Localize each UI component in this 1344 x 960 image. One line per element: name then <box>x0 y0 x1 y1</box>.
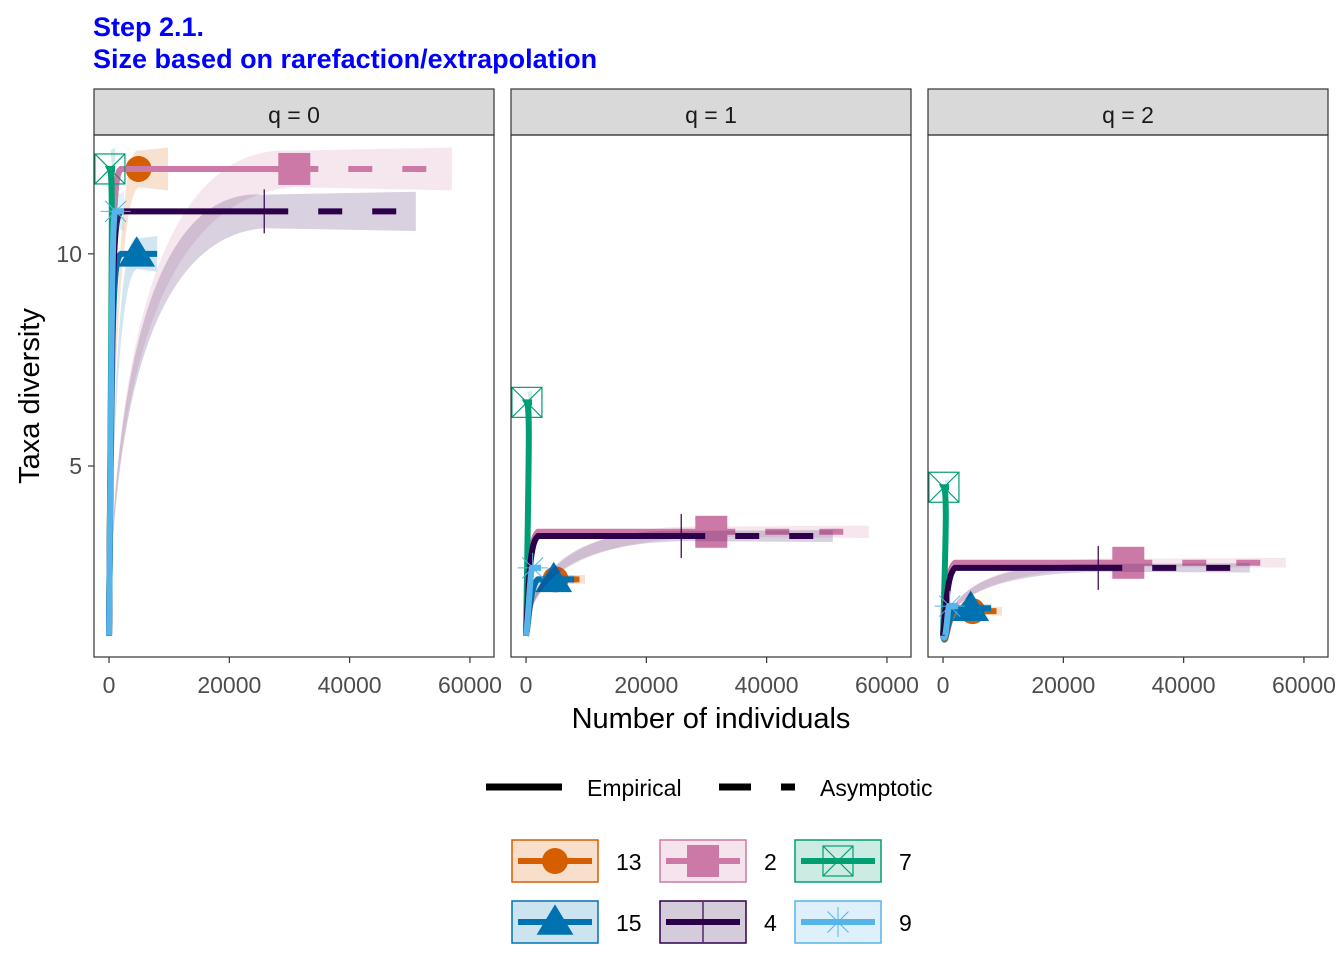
legend-label-15: 15 <box>616 910 642 936</box>
point-15-1 <box>535 561 573 593</box>
point-2-2 <box>1112 546 1145 579</box>
legend-key-marker-13 <box>542 848 568 874</box>
point-7-2 <box>928 471 960 503</box>
legend-key-marker-4 <box>683 902 723 942</box>
legend-label-empirical: Empirical <box>587 775 682 801</box>
point-15-0 <box>118 236 156 267</box>
rarefaction-line-9-0 <box>106 208 118 636</box>
legend-label-asymptotic: Asymptotic <box>820 775 932 801</box>
y-tick-label-1: 10 <box>56 241 82 267</box>
legend-key-marker-7 <box>822 845 854 877</box>
x-tick-label-0-3: 60000 <box>438 672 502 698</box>
point-7-1 <box>511 386 543 418</box>
legend-item-9 <box>794 900 882 944</box>
point-2-0 <box>278 152 311 185</box>
chart-title-line2: Size based on rarefaction/extrapolation <box>93 44 598 74</box>
band-4-2 <box>943 563 1250 636</box>
legend-key-marker-2 <box>687 845 719 877</box>
point-2-1 <box>695 515 728 548</box>
point-4-2 <box>1076 545 1121 590</box>
x-tick-label-0-0: 0 <box>103 672 116 698</box>
panel-border-2 <box>927 134 1329 658</box>
legend-label-9: 9 <box>899 910 912 936</box>
point-15-2 <box>952 590 990 621</box>
legend-label-13: 13 <box>616 849 642 875</box>
x-tick-label-1-2: 40000 <box>735 672 799 698</box>
legend-item-15 <box>511 900 599 944</box>
chart-title-line1: Step 2.1. <box>93 12 205 42</box>
legend-label-4: 4 <box>764 910 777 936</box>
panel-border-0 <box>93 134 495 658</box>
x-tick-label-0-2: 40000 <box>318 672 382 698</box>
legend-item-7 <box>794 839 882 883</box>
band-2-1 <box>526 525 869 636</box>
x-tick-label-1-1: 20000 <box>614 672 678 698</box>
y-axis-title: Taxa diversity <box>14 308 46 484</box>
legend-label-2: 2 <box>764 849 777 875</box>
facet-label-1: q = 1 <box>685 102 737 128</box>
legend-item-2 <box>659 839 747 883</box>
legend-key-marker-15 <box>536 904 574 935</box>
plot-area-1 <box>511 386 869 637</box>
facet-label-2: q = 2 <box>1102 102 1154 128</box>
point-7-0 <box>94 153 126 185</box>
band-4-1 <box>526 530 833 636</box>
legend-item-13 <box>511 839 599 883</box>
x-tick-label-0-1: 20000 <box>197 672 261 698</box>
point-4-1 <box>659 514 704 559</box>
point-9-0 <box>100 196 131 227</box>
plot-area-0 <box>94 147 452 636</box>
facet-strip-2 <box>927 88 1329 136</box>
legend-key-marker-9 <box>823 907 853 937</box>
band-15-0 <box>109 236 158 636</box>
x-tick-label-1-3: 60000 <box>855 672 919 698</box>
point-9-1 <box>517 552 548 583</box>
x-tick-label-2-2: 40000 <box>1152 672 1216 698</box>
y-tick-label-0: 5 <box>69 453 82 479</box>
facet-label-0: q = 0 <box>268 102 320 128</box>
legend-label-7: 7 <box>899 849 912 875</box>
x-tick-label-2-0: 0 <box>937 672 950 698</box>
x-axis-title: Number of individuals <box>572 703 851 735</box>
legend-item-4 <box>659 900 747 944</box>
point-4-0 <box>242 189 287 234</box>
panel-border-1 <box>510 134 912 658</box>
x-tick-label-2-3: 60000 <box>1272 672 1336 698</box>
facet-strip-1 <box>510 88 912 136</box>
x-tick-label-2-1: 20000 <box>1031 672 1095 698</box>
x-tick-label-1-0: 0 <box>520 672 533 698</box>
plot-area-2 <box>928 471 1286 643</box>
point-9-2 <box>934 591 965 622</box>
